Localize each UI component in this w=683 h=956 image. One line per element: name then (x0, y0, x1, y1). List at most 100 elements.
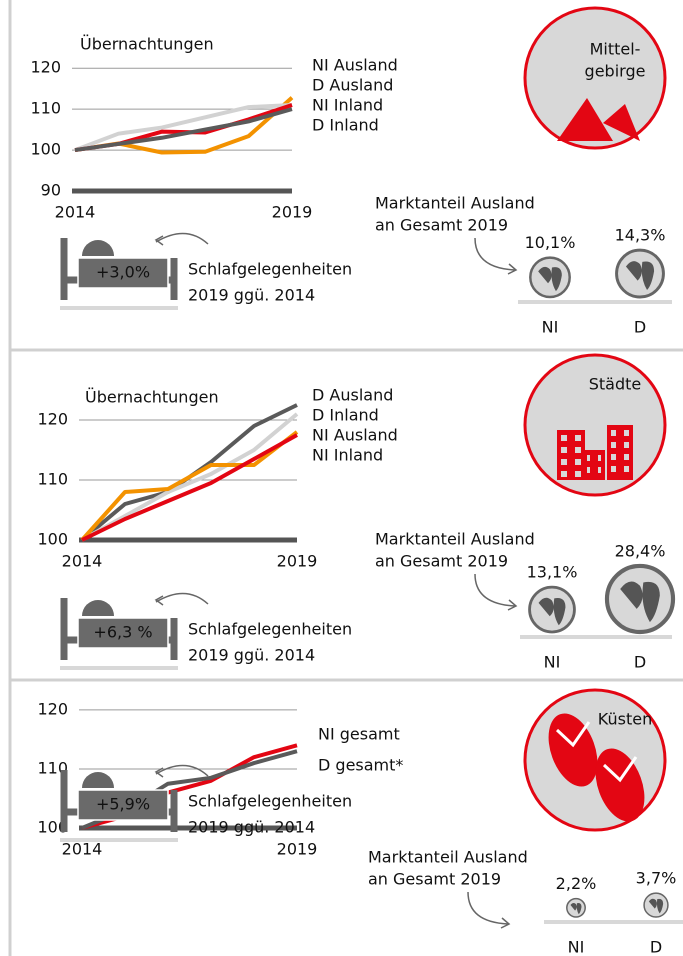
legend-label: NI Inland (312, 96, 383, 115)
arrow (474, 237, 516, 271)
legend-label: D Inland (312, 116, 379, 135)
bed-caption: Schlafgelegenheiten (188, 620, 352, 639)
y-tick-label: 120 (37, 699, 68, 718)
window (611, 430, 616, 436)
badge (523, 6, 667, 150)
legend-label: D Inland (312, 406, 379, 425)
window (624, 466, 629, 472)
share-value: 28,4% (615, 541, 666, 560)
y-tick-label: 110 (37, 758, 68, 777)
bed-caption: Schlafgelegenheiten (188, 260, 352, 279)
arrowhead (500, 917, 511, 929)
share-category: D (650, 938, 662, 956)
series-line (80, 430, 299, 542)
window (561, 459, 567, 465)
pillow (82, 600, 114, 616)
arrow (155, 592, 209, 605)
series-line (74, 103, 293, 152)
arrow (155, 764, 209, 777)
share-title: Marktanteil Ausland (375, 530, 535, 549)
bed-value: +5,9% (96, 795, 150, 814)
series-line (74, 107, 293, 153)
continent (570, 902, 582, 915)
x-tick-label: 2019 (272, 203, 313, 222)
share-value: 2,2% (556, 874, 597, 893)
bed-caption: Schlafgelegenheiten (188, 792, 352, 811)
arrowhead (507, 599, 518, 611)
arrow (474, 573, 516, 607)
legend-label: NI Inland (312, 446, 383, 465)
window (561, 435, 567, 441)
continent (625, 261, 655, 290)
share-title: Marktanteil Ausland (375, 194, 535, 213)
window (587, 455, 590, 461)
share-value: 10,1% (525, 233, 576, 252)
y-tick-label: 110 (30, 99, 61, 118)
arrowhead (154, 235, 164, 246)
bed-box (77, 617, 169, 649)
share-category: NI (542, 318, 559, 337)
bed-value: +6,3 % (93, 623, 152, 642)
share-category: NI (568, 938, 585, 956)
x-tick-label: 2014 (62, 840, 103, 859)
x-tick-label: 2014 (55, 203, 96, 222)
mountain-icon (603, 104, 640, 141)
window (611, 454, 616, 460)
strap (555, 721, 591, 748)
legend-label: D gesamt* (318, 756, 403, 775)
badge-title: Mittel- (590, 40, 641, 59)
window (624, 430, 629, 436)
window (587, 467, 590, 473)
share-value: 14,3% (615, 226, 666, 245)
continent (648, 898, 664, 914)
share-title: an Gesamt 2019 (368, 870, 501, 889)
share-title: an Gesamt 2019 (375, 216, 508, 235)
y-tick-label: 90 (41, 181, 61, 200)
window (575, 471, 581, 477)
share-title: an Gesamt 2019 (375, 552, 508, 571)
share-category: D (634, 318, 646, 337)
window (575, 459, 581, 465)
x-tick-label: 2014 (62, 552, 103, 571)
window (624, 442, 629, 448)
bed-box (77, 789, 169, 821)
legend-label: D Ausland (312, 76, 393, 95)
chart-title: Übernachtungen (80, 35, 214, 54)
continent (620, 581, 660, 623)
series-line (81, 433, 298, 542)
share-category: NI (544, 653, 561, 672)
window (561, 471, 567, 477)
bed-caption: 2019 ggü. 2014 (188, 646, 315, 665)
arrow (155, 232, 209, 245)
building-icon (607, 425, 633, 480)
y-tick-label: 110 (37, 470, 68, 489)
x-tick-label: 2019 (277, 552, 318, 571)
window (561, 447, 567, 453)
building-icon (583, 450, 605, 480)
badge-title: Küsten (598, 710, 652, 729)
y-tick-label: 120 (30, 58, 61, 77)
legend-label: NI Ausland (312, 56, 398, 75)
y-tick-label: 100 (37, 818, 68, 837)
bed-value: +3,0% (96, 263, 150, 282)
chart-title: Übernachtungen (85, 388, 219, 407)
arrowhead (154, 595, 164, 606)
bed-box (77, 257, 169, 289)
continent (538, 266, 562, 292)
y-tick-label: 100 (30, 140, 61, 159)
y-tick-label: 100 (37, 530, 68, 549)
continent (538, 597, 566, 626)
legend-label: NI Ausland (312, 426, 398, 445)
legend-label: NI gesamt (318, 725, 400, 744)
badge-title: gebirge (585, 62, 646, 81)
badge-title: Städte (589, 375, 642, 394)
strap (602, 756, 638, 783)
x-tick-label: 2019 (277, 840, 318, 859)
series-line (81, 412, 299, 542)
bed-caption: 2019 ggü. 2014 (188, 818, 315, 837)
share-title: Marktanteil Ausland (368, 848, 528, 867)
pillow (82, 240, 114, 256)
mountain-icon (557, 98, 613, 141)
share-value: 13,1% (527, 563, 578, 582)
